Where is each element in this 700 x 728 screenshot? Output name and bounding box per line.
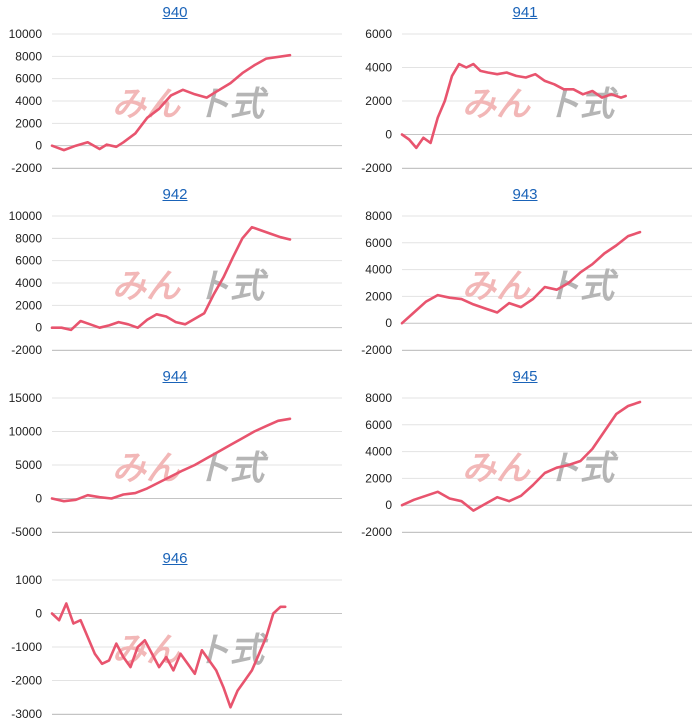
- series-line: [400, 230, 642, 325]
- y-tick-label: 0: [35, 492, 42, 506]
- y-tick-label: 0: [385, 128, 392, 142]
- series-line: [50, 417, 292, 503]
- y-tick-label: 2000: [15, 298, 42, 312]
- watermark-logo: ト式: [196, 85, 269, 125]
- chart-panel: -2000 0 2000 4000 6000 8000 10000 みん ト式 940: [0, 0, 350, 182]
- y-tick-label: 8000: [365, 209, 392, 223]
- chart-panel: -5000 0 5000 10000 15000 みん ト式 944: [0, 364, 350, 546]
- chart-title-link[interactable]: 941: [512, 4, 538, 21]
- chart-title-link[interactable]: 942: [162, 186, 188, 203]
- y-tick-label: 6000: [365, 236, 392, 250]
- y-tick-label: 10000: [9, 27, 43, 41]
- series-line: [50, 225, 292, 332]
- y-tick-label: 8000: [365, 391, 392, 405]
- chart-title-link[interactable]: 940: [162, 4, 188, 21]
- line-chart: -2000 0 2000 4000 6000 みん ト式: [361, 27, 692, 175]
- y-tick-label: -5000: [11, 525, 42, 539]
- y-tick-label: 6000: [365, 418, 392, 432]
- watermark-logo: ト式: [196, 267, 269, 307]
- line-chart: -2000 0 2000 4000 6000 8000 10000 みん ト式: [9, 209, 342, 357]
- chart-panel: -2000 0 2000 4000 6000 8000 みん ト式 943: [350, 182, 700, 364]
- watermark-logo: みん: [462, 449, 531, 489]
- y-tick-label: 15000: [9, 391, 43, 405]
- y-tick-label: -2000: [11, 343, 42, 357]
- y-tick-label: 0: [35, 607, 42, 621]
- y-tick-label: 10000: [9, 209, 43, 223]
- y-tick-label: 6000: [15, 254, 42, 268]
- y-tick-label: -2000: [11, 674, 42, 688]
- watermark-logo: ト式: [546, 267, 619, 307]
- chart-panel: -2000 0 2000 4000 6000 みん ト式 941: [350, 0, 700, 182]
- y-tick-label: -2000: [11, 161, 42, 175]
- series-line: [400, 400, 642, 512]
- chart-title-link[interactable]: 943: [512, 186, 538, 203]
- watermark-logo: みん: [462, 85, 531, 125]
- y-tick-label: 4000: [15, 94, 42, 108]
- y-tick-label: 2000: [15, 116, 42, 130]
- y-tick-label: 0: [385, 316, 392, 330]
- chart-panel: -3000 -2000 -1000 0 1000 みん ト式 946: [0, 546, 350, 728]
- series-line: [50, 602, 287, 709]
- y-tick-label: -1000: [11, 640, 42, 654]
- y-tick-label: 1000: [15, 573, 42, 587]
- y-tick-label: 8000: [15, 49, 42, 63]
- chart-panel: -2000 0 2000 4000 6000 8000 みん ト式 945: [350, 364, 700, 546]
- y-tick-label: -3000: [11, 707, 42, 721]
- line-chart: -2000 0 2000 4000 6000 8000 みん ト式: [361, 209, 692, 357]
- watermark-logo: ト式: [546, 85, 619, 125]
- y-tick-label: 6000: [15, 72, 42, 86]
- watermark-logo: みん: [462, 267, 531, 307]
- watermark-logo: ト式: [196, 449, 269, 489]
- chart-panel: -2000 0 2000 4000 6000 8000 10000 みん ト式 942: [0, 182, 350, 364]
- watermark-logo: みん: [112, 449, 181, 489]
- chart-title-link[interactable]: 944: [162, 368, 188, 385]
- y-tick-label: 2000: [365, 471, 392, 485]
- y-tick-label: -2000: [361, 343, 392, 357]
- y-tick-label: -2000: [361, 525, 392, 539]
- y-tick-label: 2000: [365, 289, 392, 303]
- chart-title-link[interactable]: 946: [162, 550, 188, 567]
- y-tick-label: 4000: [365, 445, 392, 459]
- series-line: [50, 53, 292, 152]
- y-tick-label: 6000: [365, 27, 392, 41]
- chart-title-link[interactable]: 945: [512, 368, 538, 385]
- y-tick-label: 4000: [365, 263, 392, 277]
- y-tick-label: 10000: [9, 425, 43, 439]
- y-tick-label: -2000: [361, 161, 392, 175]
- y-tick-label: 0: [35, 139, 42, 153]
- series-line: [400, 62, 628, 150]
- line-chart: -5000 0 5000 10000 15000 みん ト式: [9, 391, 342, 539]
- watermark-logo: ト式: [196, 631, 269, 671]
- y-tick-label: 5000: [15, 458, 42, 472]
- y-tick-label: 2000: [365, 94, 392, 108]
- y-tick-label: 0: [35, 321, 42, 335]
- y-tick-label: 8000: [15, 231, 42, 245]
- y-tick-label: 4000: [15, 276, 42, 290]
- watermark-logo: みん: [112, 267, 181, 307]
- y-tick-label: 4000: [365, 61, 392, 75]
- y-tick-label: 0: [385, 498, 392, 512]
